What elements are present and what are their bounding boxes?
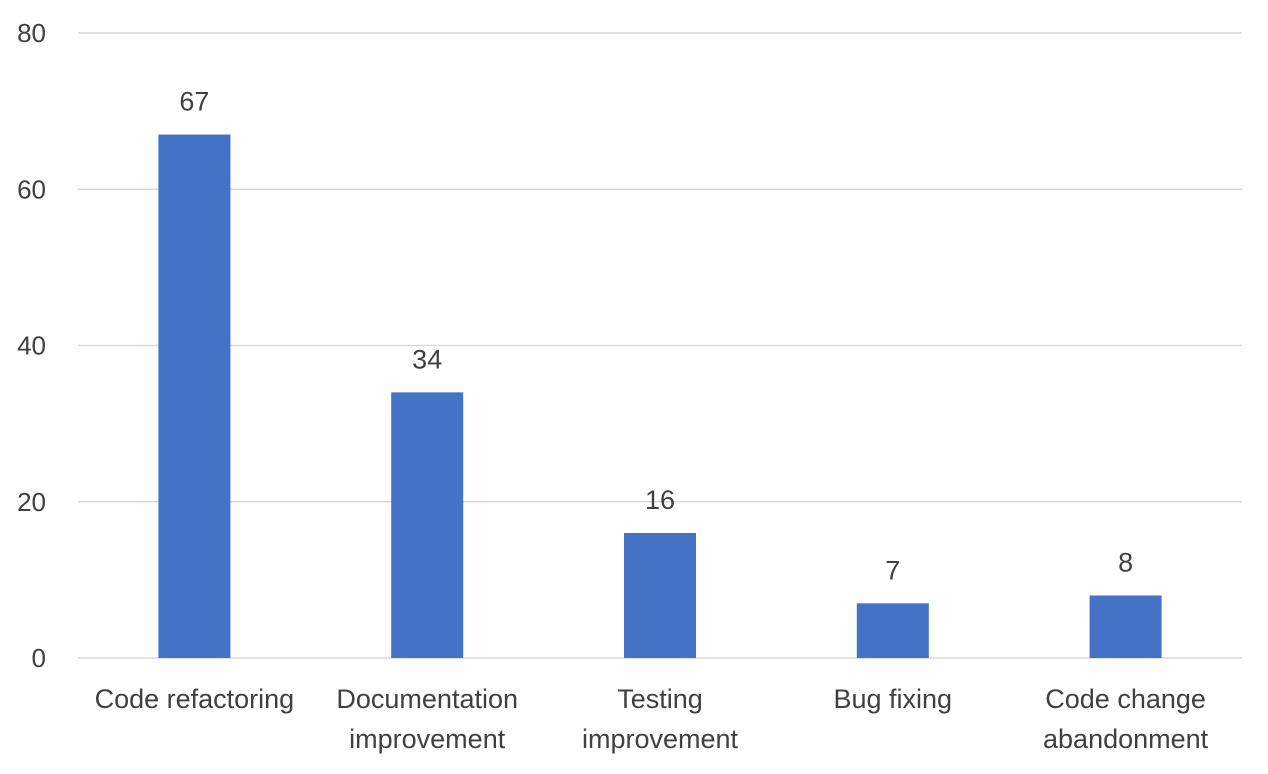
data-label: 16 bbox=[645, 485, 675, 515]
data-labels: 67 34 16 7 8 bbox=[179, 87, 1133, 586]
x-category-label-line: abandonment bbox=[1043, 724, 1209, 754]
x-category-label-line: improvement bbox=[582, 724, 739, 754]
x-category-label-line: Code change bbox=[1045, 684, 1206, 714]
x-axis-category-labels: Code refactoring Documentation improvement… bbox=[95, 684, 1209, 754]
data-label: 34 bbox=[412, 344, 442, 374]
y-axis-tick-labels: 0 20 40 60 80 bbox=[17, 18, 46, 673]
y-tick-label: 40 bbox=[17, 331, 46, 361]
bars bbox=[158, 134, 1162, 658]
y-tick-label: 0 bbox=[32, 643, 46, 673]
x-category-label-line: improvement bbox=[349, 724, 506, 754]
y-tick-label: 60 bbox=[17, 174, 46, 204]
bar bbox=[1089, 595, 1162, 658]
x-category-label: Bug fixing bbox=[834, 684, 953, 714]
data-label: 8 bbox=[1118, 548, 1133, 578]
bar bbox=[624, 533, 696, 658]
bar bbox=[158, 134, 231, 658]
data-label: 67 bbox=[179, 87, 209, 117]
x-category-label-line: Code refactoring bbox=[95, 684, 295, 714]
data-label: 7 bbox=[885, 555, 900, 585]
x-category-label: Code refactoring bbox=[95, 684, 295, 714]
bar bbox=[391, 392, 464, 658]
y-tick-label: 20 bbox=[17, 487, 46, 517]
x-category-label-line: Documentation bbox=[336, 684, 518, 714]
x-category-label: Documentation improvement bbox=[336, 684, 518, 754]
x-category-label: Testing improvement bbox=[582, 684, 739, 754]
x-category-label-line: Bug fixing bbox=[834, 684, 953, 714]
bar bbox=[856, 603, 929, 658]
gridlines bbox=[78, 32, 1242, 659]
x-category-label-line: Testing bbox=[617, 684, 703, 714]
x-category-label: Code change abandonment bbox=[1043, 684, 1209, 754]
y-tick-label: 80 bbox=[17, 18, 46, 48]
